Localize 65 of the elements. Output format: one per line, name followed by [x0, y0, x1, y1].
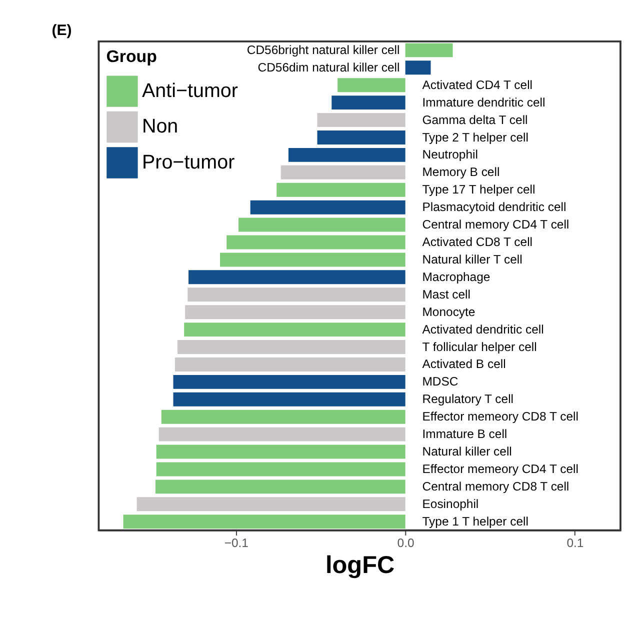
y-tick-label: Effector memeory CD8 T cell [422, 410, 578, 424]
bar [188, 270, 406, 284]
y-tick-label: Natural killer cell [422, 444, 512, 459]
y-tick-label: T follicular helper cell [422, 340, 537, 354]
y-tick-label: Eosinophil [422, 496, 479, 511]
bar [158, 427, 406, 442]
y-tick-label: Immature dendritic cell [422, 95, 546, 110]
bar [276, 182, 406, 197]
bar [405, 43, 453, 58]
legend-label: Pro−tumor [142, 151, 236, 174]
y-tick-label: Mast cell [422, 287, 470, 302]
bar [136, 497, 406, 512]
y-tick-label: Activated dendritic cell [422, 322, 544, 336]
y-tick-label: Monocyte [422, 304, 476, 319]
bar [250, 200, 406, 214]
x-tick-label: −0.1 [224, 536, 249, 550]
bar [173, 392, 406, 406]
bar [226, 235, 406, 250]
y-tick-label: Effector memeory CD4 T cell [422, 462, 578, 476]
x-tick-label: 0.1 [566, 536, 584, 550]
bar [220, 252, 406, 267]
bar [177, 340, 406, 354]
bar [185, 305, 406, 320]
bar [156, 444, 406, 459]
y-tick-label: Activated CD4 T cell [422, 78, 533, 92]
bar [405, 60, 431, 75]
y-tick-label: Type 1 T helper cell [422, 514, 528, 528]
bar [173, 374, 406, 389]
y-tick-label: Neutrophil [422, 148, 478, 162]
bar [123, 514, 406, 529]
bar [188, 288, 406, 302]
y-tick-label: Plasmacytoid dendritic cell [422, 200, 566, 214]
y-tick-label: Central memory CD8 T cell [422, 479, 570, 494]
y-tick-label: Regulatory T cell [422, 392, 514, 406]
y-tick-label: Activated B cell [422, 357, 506, 372]
y-tick-label: Type 17 T helper cell [422, 182, 536, 197]
bar [155, 480, 406, 494]
bar [184, 322, 406, 337]
bar [332, 96, 406, 110]
chart-title: (E) [52, 22, 72, 39]
bar [174, 357, 406, 372]
y-tick-label: MDSC [422, 374, 458, 389]
y-tick-label: Activated CD8 T cell [422, 235, 533, 250]
bar [280, 165, 406, 180]
y-tick-label: Natural killer T cell [422, 252, 522, 266]
y-tick-label: Immature B cell [422, 427, 508, 442]
bar [238, 218, 406, 232]
legend-label: Non [142, 116, 178, 138]
y-tick-label: CD56bright natural killer cell [246, 42, 400, 57]
bar [288, 148, 406, 162]
bar [161, 410, 406, 424]
y-tick-label: CD56dim natural killer cell [258, 60, 400, 74]
bar [317, 130, 406, 144]
y-tick-label: Gamma delta T cell [422, 112, 528, 127]
y-tick-label: Central memory CD4 T cell [422, 218, 570, 232]
y-tick-label: Macrophage [422, 270, 490, 284]
x-axis-title: logFC [325, 552, 395, 580]
y-tick-label: Memory B cell [422, 165, 500, 180]
legend-title: Group [106, 47, 157, 66]
legend-label: Anti−tumor [142, 80, 238, 102]
bar [338, 78, 406, 92]
y-tick-label: Type 2 T helper cell [422, 130, 528, 144]
bar [156, 462, 406, 476]
x-tick-label: 0.0 [397, 536, 414, 550]
bar [317, 113, 406, 128]
